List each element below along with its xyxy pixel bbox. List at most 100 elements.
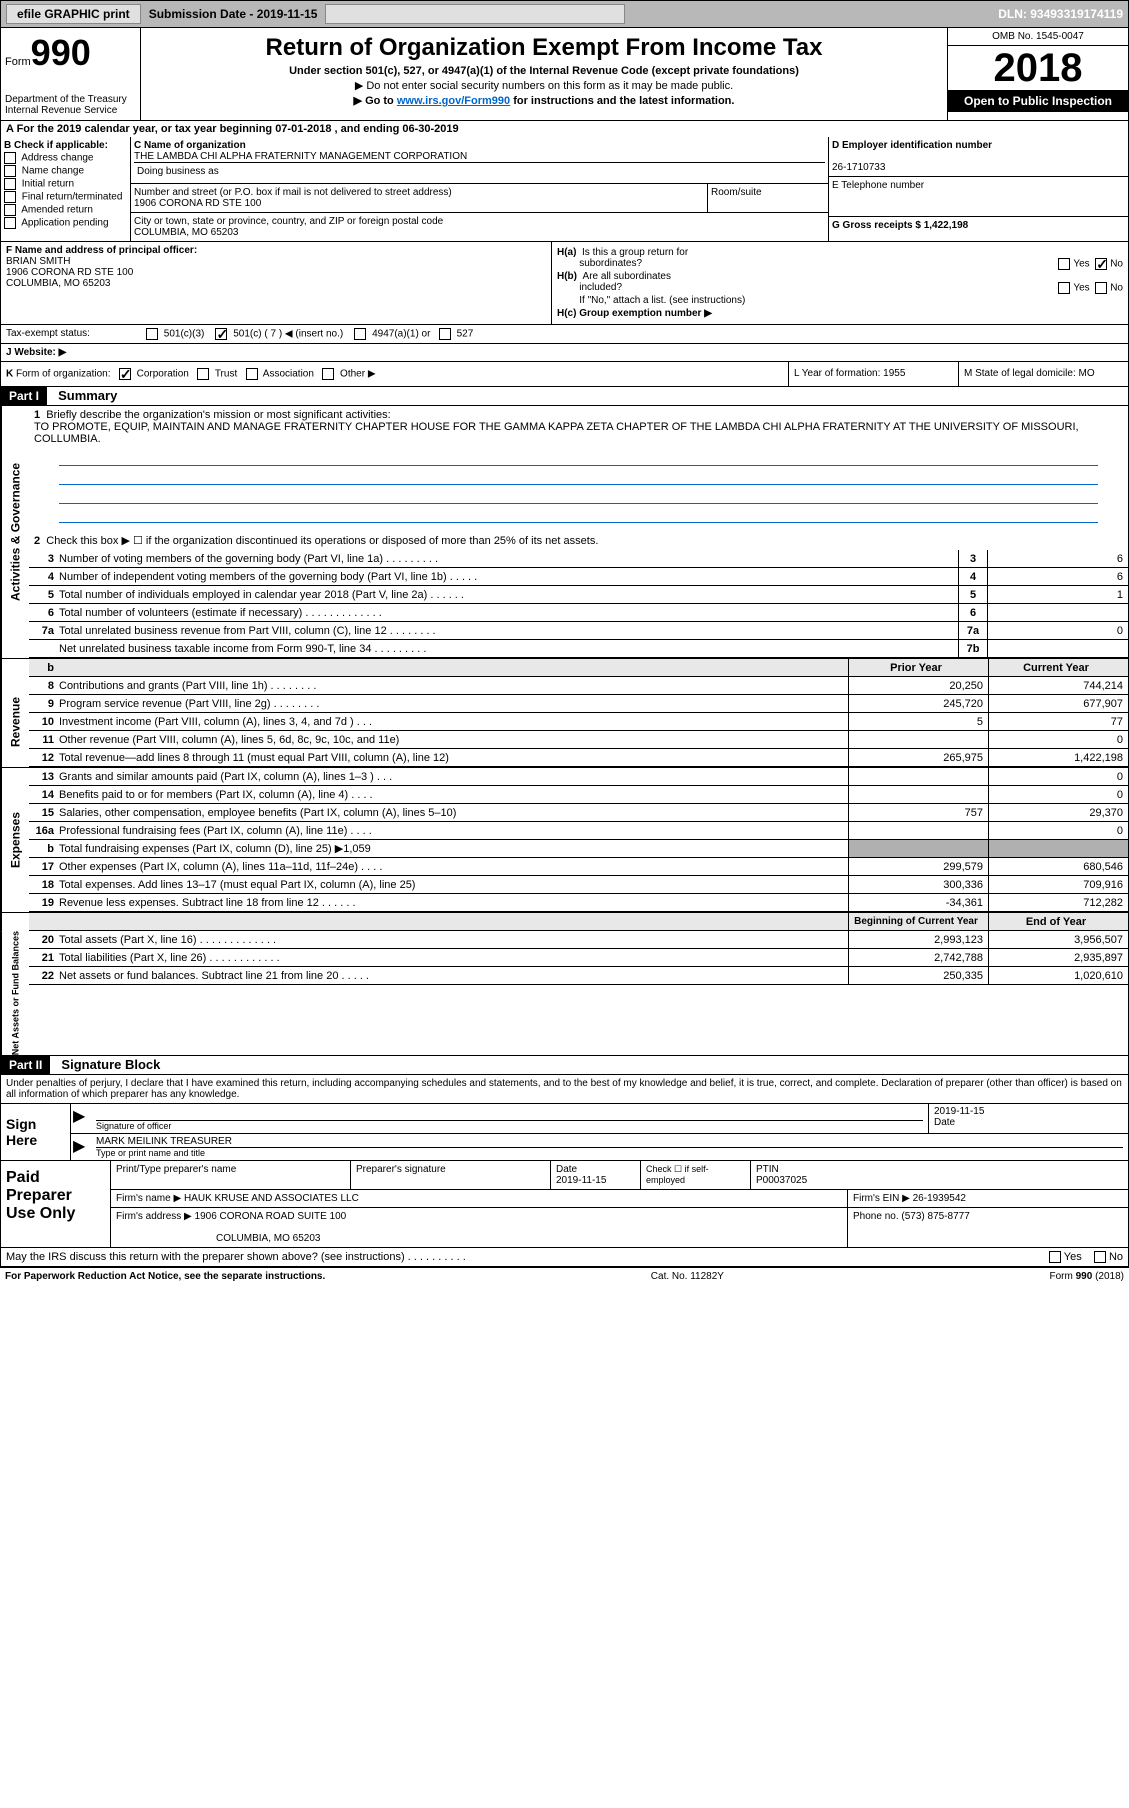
summary-row: 16aProfessional fundraising fees (Part I… [29,822,1128,840]
vtab-revenue: Revenue [1,677,29,767]
discuss-no-checkbox[interactable] [1094,1251,1106,1263]
dln-label: DLN: 93493319174119 [998,7,1123,21]
527-checkbox[interactable] [439,328,451,340]
prep-date: Date2019-11-15 [551,1161,641,1189]
col-b-option[interactable]: Address change [4,152,127,164]
col-b-option[interactable]: Name change [4,165,127,177]
sig-date-label: Date [934,1117,1123,1128]
corp-checkbox[interactable] [119,368,131,380]
header-mid: Return of Organization Exempt From Incom… [141,28,948,120]
footer: For Paperwork Reduction Act Notice, see … [0,1268,1129,1285]
ein-value: 26-1710733 [832,162,885,173]
col-b-option[interactable]: Initial return [4,178,127,190]
501c-checkbox[interactable] [215,328,227,340]
trust-checkbox[interactable] [197,368,209,380]
sig-date-value: 2019-11-15 [934,1106,1123,1117]
row-i-label: Tax-exempt status: [1,325,141,343]
top-bar: efile GRAPHIC print Submission Date - 20… [0,0,1129,28]
summary-row: 22Net assets or fund balances. Subtract … [29,967,1128,985]
footer-right: Form 990 (2018) [1050,1271,1124,1282]
sign-here-label: Sign Here [1,1104,71,1160]
sig-name-label: Type or print name and title [96,1147,1123,1158]
discuss-yes-checkbox[interactable] [1049,1251,1061,1263]
current-year-hdr: Current Year [988,659,1128,676]
city-block: City or town, state or province, country… [131,213,828,241]
summary-row: 19Revenue less expenses. Subtract line 1… [29,894,1128,912]
hb-yes-checkbox[interactable] [1058,282,1070,294]
col-b-checkboxes: B Check if applicable: Address change Na… [1,137,131,241]
prep-sig-label: Preparer's signature [351,1161,551,1189]
vtab-expenses: Expenses [1,768,29,912]
col-c: C Name of organization THE LAMBDA CHI AL… [131,137,828,241]
col-b-option[interactable]: Final return/terminated [4,191,127,203]
ha-yes-checkbox[interactable] [1058,258,1070,270]
summary-row: 6Total number of volunteers (estimate if… [29,604,1128,622]
summary-row: 12Total revenue—add lines 8 through 11 (… [29,749,1128,767]
summary-row: 5Total number of individuals employed in… [29,586,1128,604]
summary-row: 13Grants and similar amounts paid (Part … [29,768,1128,786]
footer-left: For Paperwork Reduction Act Notice, see … [5,1271,325,1282]
summary-row: 4Number of independent voting members of… [29,568,1128,586]
officer-addr: 1906 CORONA RD STE 100 [6,267,133,278]
gross-receipts: G Gross receipts $ 1,422,198 [832,220,968,231]
form-number: 990 [31,32,91,74]
form-header: Form 990 Department of the TreasuryInter… [0,28,1129,121]
summary-row: 18Total expenses. Add lines 13–17 (must … [29,876,1128,894]
preparer-block: Paid Preparer Use Only Print/Type prepar… [0,1161,1129,1248]
ein-label: D Employer identification number [832,140,992,151]
sig-officer-label: Signature of officer [96,1120,923,1131]
efile-print-button[interactable]: efile GRAPHIC print [6,4,141,24]
firm-phone: Phone no. (573) 875-8777 [848,1208,1128,1247]
row-a-calendar: A For the 2019 calendar year, or tax yea… [1,121,1128,137]
hb-no-checkbox[interactable] [1095,282,1107,294]
form-title: Return of Organization Exempt From Incom… [151,34,937,62]
501c3-checkbox[interactable] [146,328,158,340]
signature-block: Under penalties of perjury, I declare th… [0,1075,1129,1161]
begin-year-hdr: Beginning of Current Year [848,913,988,930]
room-label: Room/suite [708,184,828,212]
irs-link[interactable]: www.irs.gov/Form990 [397,95,510,107]
col-h: H(a) Is this a group return for subordin… [551,242,1128,324]
col-b-option[interactable]: Amended return [4,204,127,216]
prep-name-label: Print/Type preparer's name [111,1161,351,1189]
discuss-row: May the IRS discuss this return with the… [0,1248,1129,1268]
q1: 1 Briefly describe the organization's mi… [29,406,1128,445]
omb-number: OMB No. 1545-0047 [948,28,1128,46]
note-goto: ▶ Go to www.irs.gov/Form990 for instruct… [151,94,937,107]
vtab-activities: Activities & Governance [1,406,29,658]
preparer-left-label: Paid Preparer Use Only [1,1161,111,1247]
col-b-header: B Check if applicable: [4,140,127,151]
note-ssn: ▶ Do not enter social security numbers o… [151,79,937,92]
row-k: K Form of organization: Corporation Trus… [1,362,788,386]
part1-header: Part I Summary [0,387,1129,406]
summary-row: 7aTotal unrelated business revenue from … [29,622,1128,640]
firm-addr: Firm's address ▶ 1906 CORONA ROAD SUITE … [111,1208,848,1247]
col-b-option[interactable]: Application pending [4,217,127,229]
officer-name: BRIAN SMITH [6,256,70,267]
assoc-checkbox[interactable] [246,368,258,380]
phone-label: E Telephone number [832,180,924,191]
submission-blank-button[interactable] [325,4,625,24]
sig-arrow-icon: ▶ [71,1104,91,1133]
name-label: C Name of organization [134,140,825,151]
row-j: J Website: ▶ [0,344,1129,362]
summary-row: 20Total assets (Part X, line 16) . . . .… [29,931,1128,949]
q2: 2 Check this box ▶ ☐ if the organization… [29,531,1128,550]
summary-row: 8Contributions and grants (Part VIII, li… [29,677,1128,695]
form-prefix: Form [5,56,31,68]
dept-label: Department of the TreasuryInternal Reven… [5,94,136,116]
ha-no-checkbox[interactable] [1095,258,1107,270]
officer-city: COLUMBIA, MO 65203 [6,278,110,289]
other-checkbox[interactable] [322,368,334,380]
summary-row: 10Investment income (Part VIII, column (… [29,713,1128,731]
summary-row: bTotal fundraising expenses (Part IX, co… [29,840,1128,858]
col-de: D Employer identification number 26-1710… [828,137,1128,241]
form-subtitle: Under section 501(c), 527, or 4947(a)(1)… [151,65,937,77]
summary-row: 15Salaries, other compensation, employee… [29,804,1128,822]
summary-row: Net unrelated business taxable income fr… [29,640,1128,658]
submission-date-label: Submission Date - 2019-11-15 [149,7,318,21]
firm-ein: Firm's EIN ▶ 26-1939542 [848,1190,1128,1207]
col-l: L Year of formation: 1955 [788,362,958,386]
4947-checkbox[interactable] [354,328,366,340]
summary-row: 17Other expenses (Part IX, column (A), l… [29,858,1128,876]
